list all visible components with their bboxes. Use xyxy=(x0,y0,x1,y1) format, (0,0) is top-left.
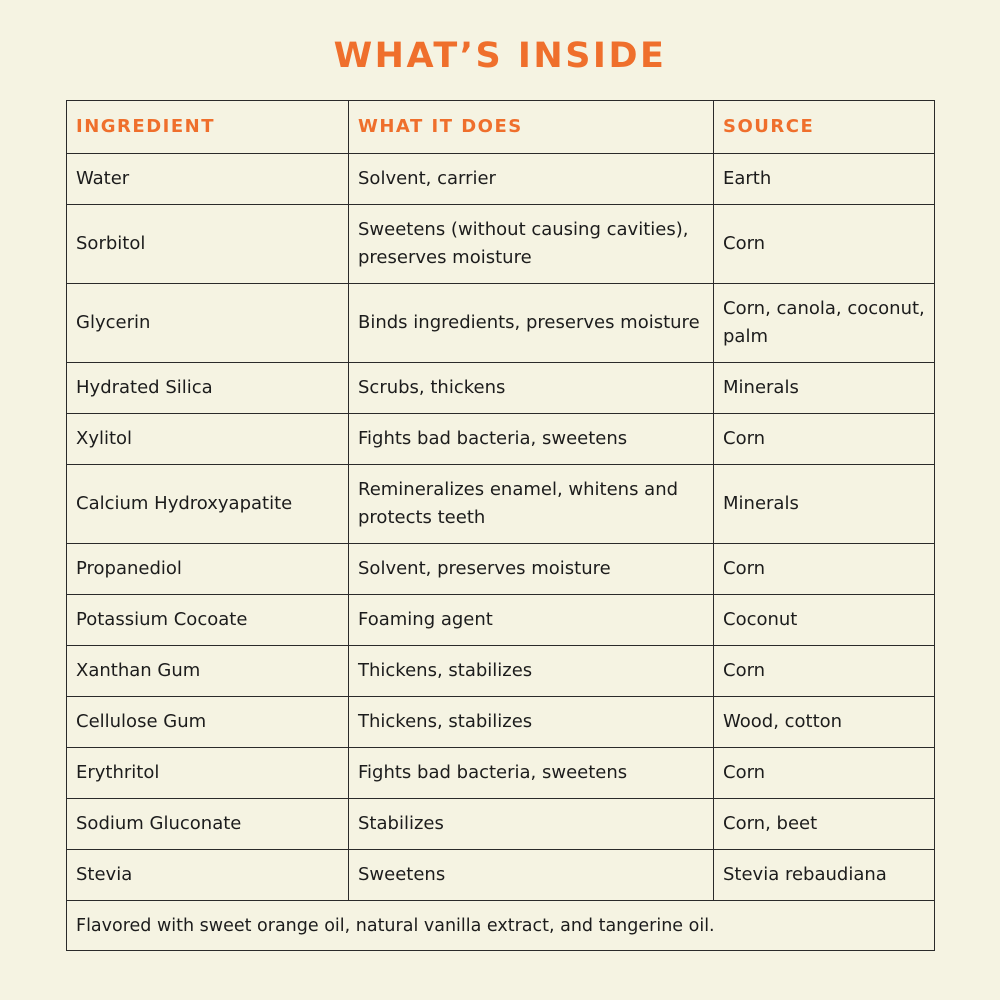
table-row: Water Solvent, carrier Earth xyxy=(66,153,935,205)
cell-ingredient: Sorbitol xyxy=(66,204,349,284)
cell-ingredient: Sodium Gluconate xyxy=(66,798,349,850)
header-ingredient: INGREDIENT xyxy=(66,100,349,154)
cell-function: Foaming agent xyxy=(348,594,714,646)
table-row: Propanediol Solvent, preserves moisture Co… xyxy=(66,543,935,595)
table-row: Potassium Cocoate Foaming agent Coconut xyxy=(66,594,935,646)
cell-ingredient: Potassium Cocoate xyxy=(66,594,349,646)
header-source: SOURCE xyxy=(713,100,935,154)
cell-ingredient: Glycerin xyxy=(66,283,349,363)
header-what-it-does: WHAT IT DOES xyxy=(348,100,714,154)
cell-function: Stabilizes xyxy=(348,798,714,850)
cell-source: Earth xyxy=(713,153,935,205)
cell-source: Corn xyxy=(713,645,935,697)
page-title: WHAT’S INSIDE xyxy=(333,36,667,76)
cell-ingredient: Calcium Hydroxyapatite xyxy=(66,464,349,544)
cell-function: Binds ingredients, preserves moisture xyxy=(348,283,714,363)
cell-source: Corn xyxy=(713,413,935,465)
cell-source: Stevia rebaudiana xyxy=(713,849,935,901)
cell-function: Fights bad bacteria, sweetens xyxy=(348,413,714,465)
cell-source: Corn, canola, coconut, palm xyxy=(713,283,935,363)
ingredients-table: INGREDIENT WHAT IT DOES SOURCE Water Solv… xyxy=(66,100,935,951)
table-row: Sorbitol Sweetens (without causing caviti… xyxy=(66,204,935,284)
cell-ingredient: Propanediol xyxy=(66,543,349,595)
cell-ingredient: Xylitol xyxy=(66,413,349,465)
table-row: Calcium Hydroxyapatite Remineralizes enam… xyxy=(66,464,935,544)
cell-source: Corn xyxy=(713,747,935,799)
footnote-row: Flavored with sweet orange oil, natural … xyxy=(66,900,935,951)
cell-function: Thickens, stabilizes xyxy=(348,645,714,697)
cell-source: Corn xyxy=(713,204,935,284)
cell-function: Thickens, stabilizes xyxy=(348,696,714,748)
cell-ingredient: Cellulose Gum xyxy=(66,696,349,748)
footnote: Flavored with sweet orange oil, natural … xyxy=(66,900,935,951)
table-row: Cellulose Gum Thickens, stabilizes Wood, c… xyxy=(66,696,935,748)
cell-source: Corn, beet xyxy=(713,798,935,850)
table-row: Sodium Gluconate Stabilizes Corn, beet xyxy=(66,798,935,850)
cell-source: Coconut xyxy=(713,594,935,646)
cell-ingredient: Erythritol xyxy=(66,747,349,799)
cell-function: Remineralizes enamel, whitens and protec… xyxy=(348,464,714,544)
table-row: Stevia Sweetens Stevia rebaudiana xyxy=(66,849,935,901)
table-row: Xylitol Fights bad bacteria, sweetens Corn xyxy=(66,413,935,465)
table-row: Erythritol Fights bad bacteria, sweetens C… xyxy=(66,747,935,799)
cell-function: Solvent, preserves moisture xyxy=(348,543,714,595)
cell-source: Minerals xyxy=(713,464,935,544)
table-header-row: INGREDIENT WHAT IT DOES SOURCE xyxy=(66,100,935,154)
cell-function: Sweetens (without causing cavities), pre… xyxy=(348,204,714,284)
cell-source: Wood, cotton xyxy=(713,696,935,748)
cell-ingredient: Xanthan Gum xyxy=(66,645,349,697)
cell-source: Minerals xyxy=(713,362,935,414)
table-row: Glycerin Binds ingredients, preserves moi… xyxy=(66,283,935,363)
table-row: Hydrated Silica Scrubs, thickens Minerals xyxy=(66,362,935,414)
cell-source: Corn xyxy=(713,543,935,595)
cell-function: Sweetens xyxy=(348,849,714,901)
table-row: Xanthan Gum Thickens, stabilizes Corn xyxy=(66,645,935,697)
cell-function: Scrubs, thickens xyxy=(348,362,714,414)
cell-ingredient: Hydrated Silica xyxy=(66,362,349,414)
cell-ingredient: Stevia xyxy=(66,849,349,901)
cell-function: Solvent, carrier xyxy=(348,153,714,205)
cell-function: Fights bad bacteria, sweetens xyxy=(348,747,714,799)
cell-ingredient: Water xyxy=(66,153,349,205)
